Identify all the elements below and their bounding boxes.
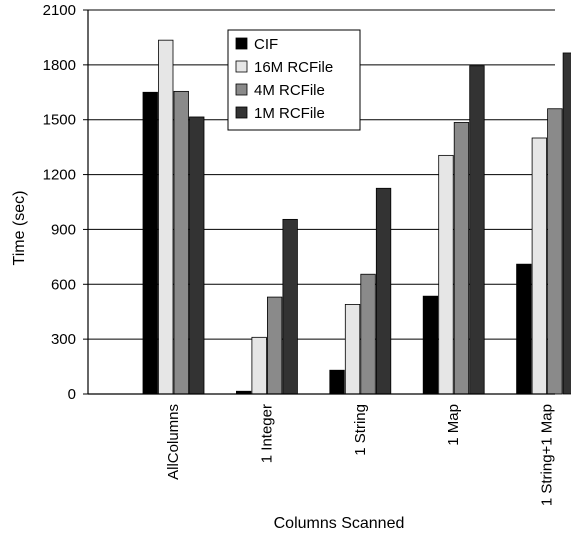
- y-tick-label: 1800: [43, 57, 76, 74]
- legend-label: 16M RCFile: [254, 59, 333, 76]
- legend-label: CIF: [254, 36, 278, 53]
- bar-1m-rcfile-1: [282, 218, 298, 395]
- bar-16m-rcfile-1: [251, 336, 267, 395]
- bar-1m-rcfile-3: [469, 65, 485, 395]
- legend-swatch: [235, 106, 248, 119]
- x-tick-label: 1 Map: [445, 404, 462, 446]
- x-tick-label: AllColumns: [165, 404, 182, 480]
- bar-cif-3: [422, 295, 439, 395]
- y-tick-labels: 0 300 600 900 1200 1500 1800 2100: [43, 2, 76, 403]
- bar-1m-rcfile-0: [189, 116, 205, 395]
- bar-1m-rcfile-4: [562, 52, 571, 395]
- x-tick-label: 1 Integer: [258, 404, 275, 463]
- bar-16m-rcfile-3: [438, 154, 454, 395]
- bar-16m-rcfile-2: [344, 303, 361, 395]
- bar-4m-rcfile-1: [266, 296, 283, 395]
- legend-box: [227, 29, 361, 131]
- bar-4m-rcfile-0: [173, 90, 189, 395]
- legend-swatch: [235, 83, 248, 96]
- x-axis-title: Columns Scanned: [274, 515, 405, 532]
- y-tick-label: 900: [51, 221, 76, 238]
- legend: CIF 16M RCFile 4M RCFile 1M RCFile: [227, 29, 361, 131]
- bars: [142, 39, 571, 395]
- bar-cif-0: [142, 91, 158, 395]
- bar-16m-rcfile-4: [531, 137, 547, 395]
- legend-swatch: [235, 60, 248, 73]
- bar-cif-2: [329, 369, 345, 395]
- legend-label: 1M RCFile: [254, 105, 325, 122]
- y-tick-label: 1200: [43, 167, 76, 184]
- legend-label: 4M RCFile: [254, 82, 325, 99]
- bar-cif-4: [516, 263, 532, 395]
- bar-16m-rcfile-0: [158, 39, 174, 395]
- y-axis-title: Time (sec): [11, 191, 28, 266]
- bar-4m-rcfile-4: [547, 108, 563, 395]
- y-tick-label: 600: [51, 276, 76, 293]
- bar-4m-rcfile-2: [360, 273, 376, 395]
- bar-4m-rcfile-3: [453, 122, 470, 395]
- x-tick-label: 1 String: [352, 404, 369, 456]
- x-tick-labels: AllColumns 1 Integer 1 String 1 Map 1 String…: [165, 404, 556, 506]
- x-tick-label: 1 String+1 Map: [539, 404, 556, 506]
- y-tick-label: 2100: [43, 2, 76, 19]
- y-tick-label: 1500: [43, 112, 76, 129]
- y-tick-label: 0: [68, 386, 76, 403]
- y-tick-label: 300: [51, 331, 76, 348]
- bar-1m-rcfile-2: [375, 187, 392, 395]
- legend-swatch: [235, 37, 248, 50]
- axes: [83, 9, 555, 395]
